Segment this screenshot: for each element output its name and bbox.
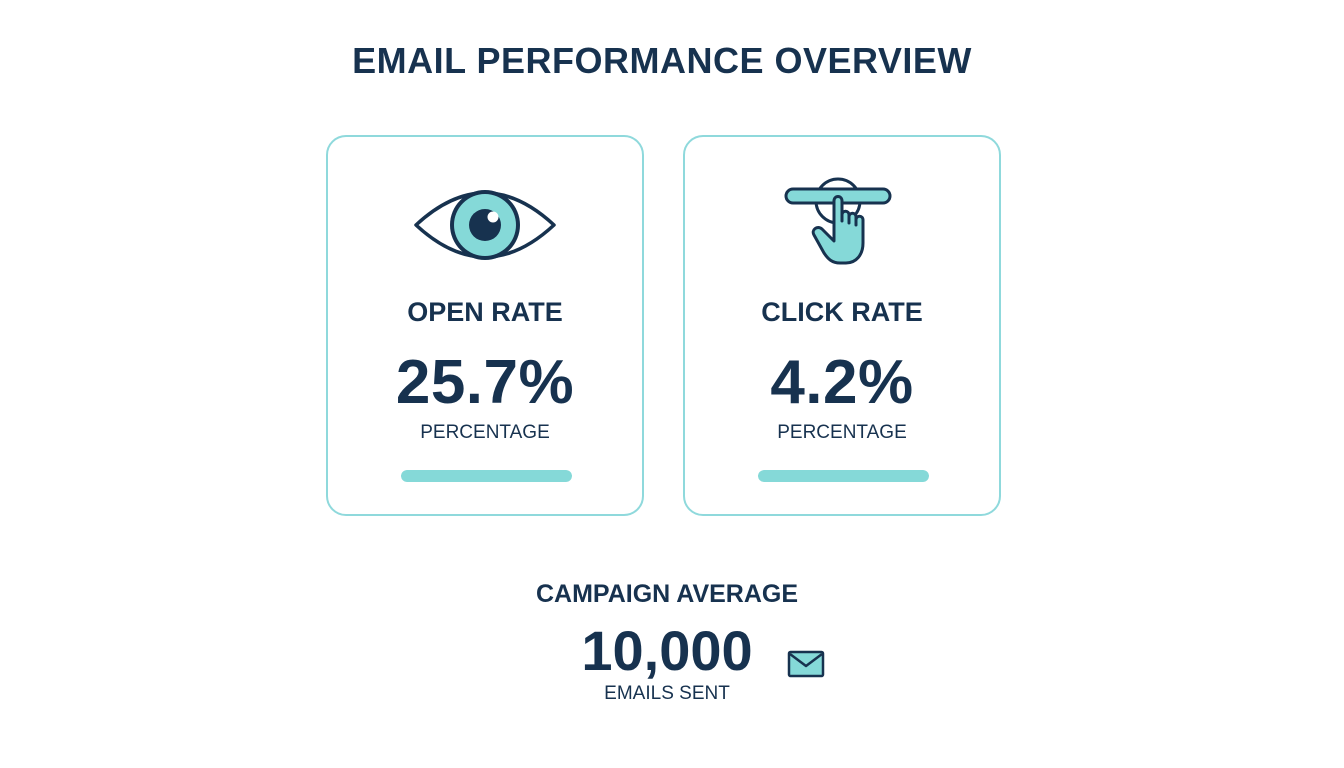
open-rate-unit: PERCENTAGE [420,422,550,443]
open-rate-value: 25.7% [395,348,575,417]
campaign-average-label: CAMPAIGN AVERAGE [535,580,799,608]
click-rate-unit: PERCENTAGE [777,422,907,443]
emails-sent-value: 10,000 [581,619,753,682]
click-rate-value: 4.2% [770,348,914,417]
emails-sent-unit: EMAILS SENT [604,683,730,704]
click-rate-progress-bar [758,470,929,482]
click-rate-label: CLICK RATE [761,297,923,327]
click-rate-progress-fill [758,470,929,482]
eye-icon [328,177,642,273]
open-rate-label: OPEN RATE [407,297,563,327]
open-rate-progress-bar [401,470,572,482]
click-rate-card: CLICK RATE 4.2% PERCENTAGE [683,135,1001,516]
envelope-icon [787,650,825,678]
open-rate-progress-fill [401,470,572,482]
pointer-hand-icon [685,177,999,273]
page-title: EMAIL PERFORMANCE OVERVIEW [352,40,972,81]
open-rate-card: OPEN RATE 25.7% PERCENTAGE [326,135,644,516]
